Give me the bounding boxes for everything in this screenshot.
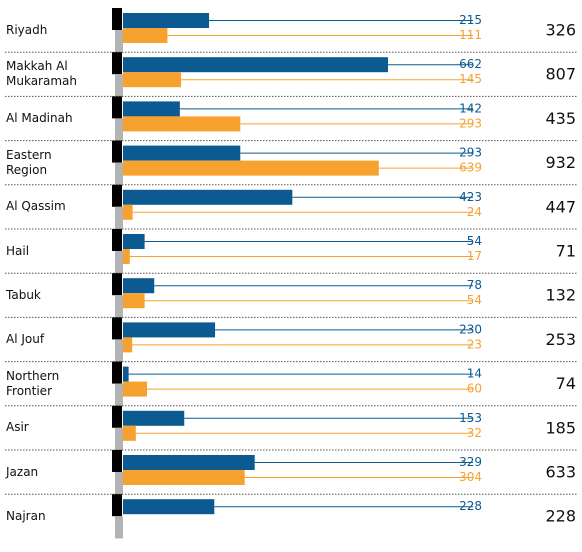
value-label: 78 bbox=[467, 278, 482, 292]
bar bbox=[123, 145, 241, 161]
row-strip-bottom bbox=[115, 30, 123, 53]
value-label: 23 bbox=[467, 337, 482, 351]
value-label: 111 bbox=[459, 28, 482, 42]
total-label: 633 bbox=[545, 463, 576, 482]
bar bbox=[123, 499, 215, 515]
bar bbox=[123, 116, 241, 132]
bar bbox=[123, 381, 148, 397]
value-label: 639 bbox=[459, 161, 482, 175]
row-strip-top bbox=[112, 52, 122, 75]
row-strip-bottom bbox=[115, 295, 123, 318]
row-strip-bottom bbox=[115, 383, 123, 406]
value-label: 304 bbox=[459, 470, 482, 484]
row-strip-bottom bbox=[115, 472, 123, 495]
value-label: 423 bbox=[459, 190, 482, 204]
category-label: Hail bbox=[6, 243, 30, 258]
row-strip-bottom bbox=[115, 339, 123, 362]
row-strip-bottom bbox=[115, 206, 123, 229]
total-label: 447 bbox=[545, 197, 576, 216]
category-label: Jazan bbox=[6, 464, 39, 479]
category-label: Tabuk bbox=[6, 287, 41, 302]
row-strip-top bbox=[112, 140, 122, 163]
bar bbox=[123, 410, 185, 426]
value-label: 228 bbox=[459, 499, 482, 513]
bar bbox=[123, 366, 129, 382]
row-strip-bottom bbox=[115, 162, 123, 185]
row-strip-bottom bbox=[115, 118, 123, 141]
value-label: 230 bbox=[459, 322, 482, 336]
bar bbox=[123, 57, 388, 73]
bar bbox=[123, 28, 168, 43]
value-label: 662 bbox=[459, 57, 482, 71]
bar bbox=[123, 425, 136, 441]
row-strip-bottom bbox=[115, 251, 123, 274]
row-strip-top bbox=[112, 361, 122, 384]
bar bbox=[123, 470, 245, 485]
bar bbox=[123, 13, 210, 28]
total-label: 326 bbox=[545, 21, 576, 40]
row-strip-bottom bbox=[115, 516, 123, 539]
total-label: 932 bbox=[545, 153, 576, 172]
bar bbox=[123, 249, 130, 264]
row-strip-top bbox=[112, 229, 122, 251]
category-label: Makkah Al Mukaramah bbox=[6, 59, 77, 89]
bar bbox=[123, 322, 216, 338]
row-strip-top bbox=[112, 184, 122, 207]
total-label: 435 bbox=[545, 109, 576, 128]
total-label: 74 bbox=[556, 374, 576, 393]
row-strip-top bbox=[112, 273, 122, 296]
value-label: 17 bbox=[467, 249, 482, 263]
row-strip-top bbox=[112, 405, 122, 428]
bar bbox=[123, 101, 180, 117]
bar bbox=[123, 72, 182, 88]
value-label: 215 bbox=[459, 13, 482, 27]
total-label: 185 bbox=[545, 418, 576, 437]
total-label: 132 bbox=[545, 286, 576, 305]
value-label: 54 bbox=[467, 293, 482, 307]
category-label: Riyadh bbox=[6, 22, 48, 37]
row-strip-bottom bbox=[115, 74, 123, 97]
value-label: 14 bbox=[467, 367, 482, 381]
row-strip-top bbox=[112, 96, 122, 119]
bar bbox=[123, 293, 145, 309]
value-label: 60 bbox=[467, 382, 482, 396]
value-label: 293 bbox=[459, 116, 482, 130]
category-label: Najran bbox=[6, 508, 46, 523]
total-label: 253 bbox=[545, 330, 576, 349]
bar bbox=[123, 234, 145, 249]
bar bbox=[123, 337, 133, 353]
row-strip-top bbox=[112, 8, 122, 30]
row-strip-bottom bbox=[115, 427, 123, 450]
value-label: 145 bbox=[459, 72, 482, 86]
category-label: Asir bbox=[6, 420, 29, 435]
bar bbox=[123, 204, 133, 220]
row-strip-top bbox=[112, 317, 122, 340]
value-label: 293 bbox=[459, 146, 482, 160]
category-label: Al Jouf bbox=[6, 331, 45, 346]
value-label: 329 bbox=[459, 455, 482, 469]
bar bbox=[123, 160, 379, 176]
row-strip-top bbox=[112, 494, 122, 517]
bar bbox=[123, 189, 293, 205]
total-label: 71 bbox=[556, 242, 576, 261]
value-label: 32 bbox=[467, 426, 482, 440]
total-label: 228 bbox=[545, 507, 576, 526]
value-label: 54 bbox=[467, 234, 482, 248]
bar bbox=[123, 278, 155, 294]
row-strip-top bbox=[112, 450, 122, 472]
total-label: 807 bbox=[545, 65, 576, 84]
value-label: 142 bbox=[459, 101, 482, 115]
value-label: 24 bbox=[467, 205, 482, 219]
value-label: 153 bbox=[459, 411, 482, 425]
bar bbox=[123, 455, 255, 470]
category-label: Northern Frontier bbox=[6, 368, 60, 398]
category-label: Eastern Region bbox=[6, 147, 52, 177]
category-label: Al Qassim bbox=[6, 199, 66, 214]
category-label: Al Madinah bbox=[6, 110, 73, 125]
